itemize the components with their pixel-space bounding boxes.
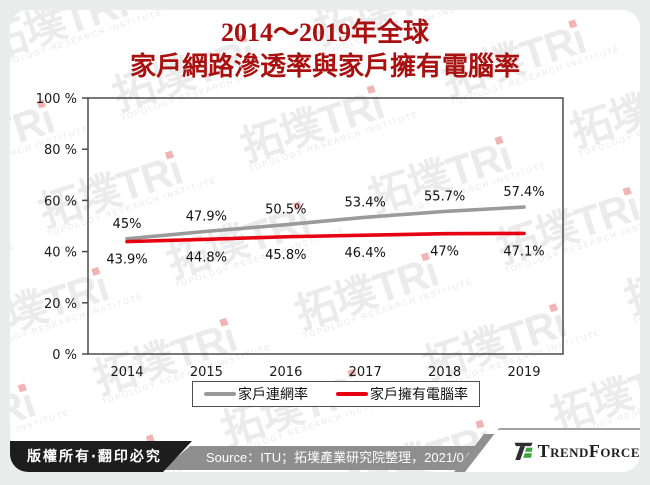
data-label: 43.9%	[106, 253, 147, 268]
x-tick-label: 2017	[349, 365, 382, 380]
y-tick-label: 60 %	[44, 194, 77, 209]
data-label: 46.4%	[345, 246, 386, 261]
x-tick-label: 2018	[428, 365, 461, 380]
data-label: 44.8%	[186, 250, 227, 265]
y-tick-label: 80 %	[44, 143, 77, 158]
y-tick-label: 40 %	[44, 246, 77, 261]
legend-swatch	[204, 392, 236, 396]
trendforce-logo-text: TrendForce	[537, 440, 640, 461]
data-label: 53.4%	[345, 195, 386, 210]
chart-legend: 家戶連網率 家戶擁有電腦率	[192, 381, 480, 407]
data-label: 45%	[113, 217, 142, 232]
data-label: 47.1%	[503, 244, 544, 259]
x-tick-label: 2019	[507, 365, 540, 380]
legend-item: 家戶擁有電腦率	[336, 384, 468, 404]
legend-label: 家戶擁有電腦率	[370, 386, 468, 402]
line-chart: 0 % 20 % 40 % 60 % 80 % 100 % 2014 2015 2016 2017…	[36, 92, 564, 380]
legend-item: 家戶連網率	[204, 384, 308, 404]
y-tick-label: 20 %	[44, 297, 77, 312]
x-tick-label: 2014	[110, 365, 143, 380]
copyright-banner: 版權所有‧翻印必究	[10, 441, 192, 472]
chart-title: 2014～2019年全球 家戶網路滲透率與家戶擁有電腦率	[10, 16, 640, 84]
chart-title-line1: 2014～2019年全球	[220, 18, 429, 47]
plot-border	[87, 97, 564, 355]
x-tick-label: 2016	[269, 365, 302, 380]
x-tick-label: 2015	[190, 365, 223, 380]
watermark-red-dot	[17, 383, 27, 393]
watermark-red-dot	[475, 419, 484, 429]
trendforce-logo-icon	[514, 442, 533, 461]
trendforce-logo: TrendForce	[465, 428, 640, 472]
data-label: 47%	[430, 245, 459, 260]
data-label: 55.7%	[424, 189, 465, 204]
data-label: 50.5%	[265, 203, 306, 218]
watermark-logo-text: 拓墣TRi	[10, 10, 55, 16]
legend-label: 家戶連網率	[238, 386, 308, 402]
data-label: 47.9%	[186, 209, 227, 224]
chart-title-line2: 家戶網路滲透率與家戶擁有電腦率	[129, 52, 520, 81]
y-tick-label: 0 %	[52, 348, 77, 363]
data-label: 45.8%	[265, 248, 306, 263]
series-line-0	[125, 205, 526, 241]
y-tick-label: 100 %	[36, 92, 77, 107]
series-line-1	[125, 231, 526, 244]
data-label: 57.4%	[503, 185, 544, 200]
legend-swatch	[336, 392, 368, 396]
